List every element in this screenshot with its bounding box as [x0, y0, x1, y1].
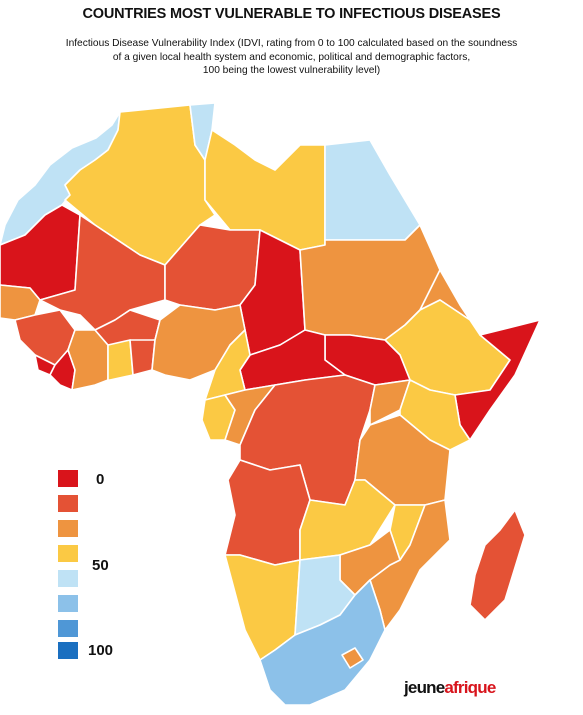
legend-swatch-5 — [58, 595, 78, 612]
map-subtitle: Infectious Disease Vulnerability Index (… — [30, 37, 553, 78]
legend-label-100: 100 — [88, 642, 114, 659]
region-egypt[interactable] — [324, 139, 421, 241]
legend-swatch-4 — [58, 570, 78, 587]
brand-logo: jeuneafrique — [404, 678, 496, 698]
map-title: COUNTRIES MOST VULNERABLE TO INFECTIOUS … — [82, 6, 501, 22]
legend-swatch-3 — [58, 545, 78, 562]
legend-label-50: 50 — [92, 557, 109, 574]
legend-swatch-6 — [58, 620, 78, 637]
region-lesotho[interactable] — [341, 647, 364, 669]
legend-label-0: 0 — [96, 471, 105, 488]
subtitle-line-1: Infectious Disease Vulnerability Index (… — [65, 38, 518, 49]
subtitle-line-3: 100 being the lowest vulnerability level… — [202, 65, 381, 76]
region-angola[interactable] — [224, 459, 311, 566]
brand-part-1: jeune — [404, 678, 445, 697]
brand-part-2: afrique — [444, 678, 496, 697]
legend-swatch-1 — [58, 495, 78, 512]
subtitle-line-2: of a given local health system and econo… — [112, 51, 471, 63]
region-madagascar[interactable] — [469, 509, 526, 621]
legend-swatch-2 — [58, 520, 78, 537]
region-zambia[interactable] — [299, 479, 396, 561]
legend-swatch-7 — [58, 642, 78, 659]
region-ghana[interactable] — [107, 339, 134, 381]
region-uganda[interactable] — [369, 379, 411, 426]
region-kenya[interactable] — [399, 379, 471, 451]
region-south-africa[interactable] — [259, 579, 386, 706]
legend-swatch-0 — [58, 470, 78, 487]
